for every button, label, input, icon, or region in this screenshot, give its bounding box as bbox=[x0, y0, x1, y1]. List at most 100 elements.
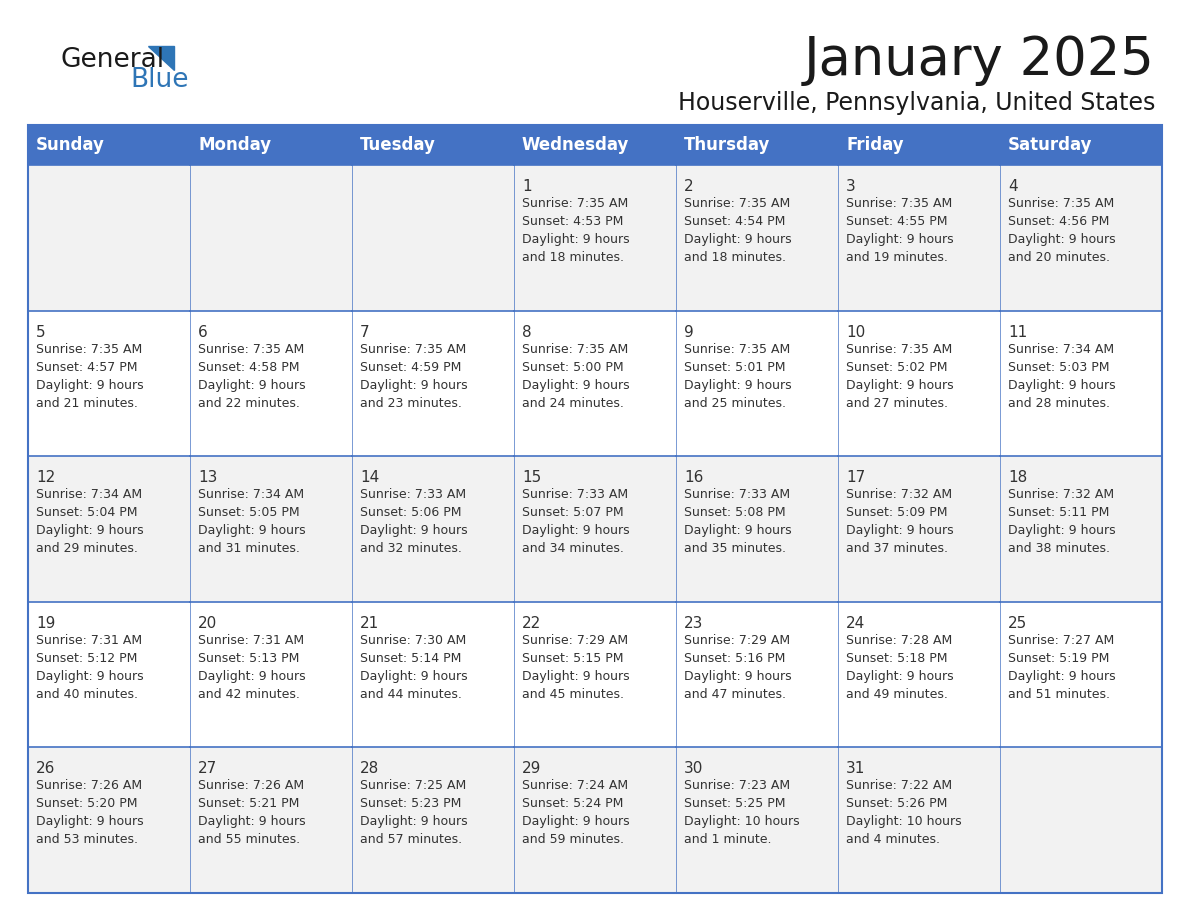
Text: and 1 minute.: and 1 minute. bbox=[684, 834, 771, 846]
Text: and 49 minutes.: and 49 minutes. bbox=[846, 688, 948, 700]
Text: Daylight: 9 hours: Daylight: 9 hours bbox=[360, 378, 468, 392]
Text: 27: 27 bbox=[198, 761, 217, 777]
Bar bbox=[514, 747, 676, 893]
Text: Sunset: 5:21 PM: Sunset: 5:21 PM bbox=[198, 798, 299, 811]
Text: Daylight: 9 hours: Daylight: 9 hours bbox=[360, 670, 468, 683]
Bar bbox=[838, 456, 1000, 602]
Text: Sunset: 5:24 PM: Sunset: 5:24 PM bbox=[522, 798, 624, 811]
Text: Tuesday: Tuesday bbox=[360, 136, 436, 154]
Text: and 34 minutes.: and 34 minutes. bbox=[522, 543, 624, 555]
Text: Daylight: 9 hours: Daylight: 9 hours bbox=[522, 815, 630, 828]
Text: and 45 minutes.: and 45 minutes. bbox=[522, 688, 624, 700]
Text: 29: 29 bbox=[522, 761, 542, 777]
Text: Sunset: 5:18 PM: Sunset: 5:18 PM bbox=[846, 652, 948, 665]
Bar bbox=[29, 310, 190, 456]
Text: and 18 minutes.: and 18 minutes. bbox=[684, 251, 786, 264]
Text: Daylight: 9 hours: Daylight: 9 hours bbox=[846, 670, 954, 683]
Bar bbox=[1000, 456, 1162, 602]
Text: Sunrise: 7:35 AM: Sunrise: 7:35 AM bbox=[36, 342, 143, 355]
Text: 6: 6 bbox=[198, 325, 208, 340]
Bar bbox=[676, 456, 838, 602]
Text: Sunrise: 7:33 AM: Sunrise: 7:33 AM bbox=[522, 488, 628, 501]
Text: Sunrise: 7:27 AM: Sunrise: 7:27 AM bbox=[1007, 633, 1114, 647]
Text: Sunset: 4:59 PM: Sunset: 4:59 PM bbox=[360, 361, 461, 374]
Text: and 29 minutes.: and 29 minutes. bbox=[36, 543, 138, 555]
Text: 5: 5 bbox=[36, 325, 45, 340]
Bar bbox=[838, 310, 1000, 456]
Text: and 47 minutes.: and 47 minutes. bbox=[684, 688, 786, 700]
Text: Sunset: 5:20 PM: Sunset: 5:20 PM bbox=[36, 798, 138, 811]
Bar bbox=[29, 602, 190, 747]
Bar bbox=[352, 165, 514, 310]
Text: Daylight: 9 hours: Daylight: 9 hours bbox=[198, 670, 305, 683]
Text: and 44 minutes.: and 44 minutes. bbox=[360, 688, 462, 700]
Text: Daylight: 9 hours: Daylight: 9 hours bbox=[1007, 378, 1116, 392]
Text: 3: 3 bbox=[846, 179, 855, 194]
Text: Daylight: 9 hours: Daylight: 9 hours bbox=[360, 815, 468, 828]
Text: Sunset: 5:04 PM: Sunset: 5:04 PM bbox=[36, 506, 138, 520]
Text: Daylight: 9 hours: Daylight: 9 hours bbox=[36, 670, 144, 683]
Text: and 37 minutes.: and 37 minutes. bbox=[846, 543, 948, 555]
Text: Sunrise: 7:34 AM: Sunrise: 7:34 AM bbox=[198, 488, 304, 501]
Polygon shape bbox=[148, 46, 173, 70]
Text: 19: 19 bbox=[36, 616, 56, 631]
Text: Sunset: 5:23 PM: Sunset: 5:23 PM bbox=[360, 798, 461, 811]
Text: and 28 minutes.: and 28 minutes. bbox=[1007, 397, 1110, 409]
Text: and 25 minutes.: and 25 minutes. bbox=[684, 397, 786, 409]
Bar bbox=[352, 456, 514, 602]
Text: Friday: Friday bbox=[846, 136, 904, 154]
Text: 9: 9 bbox=[684, 325, 694, 340]
Text: Sunset: 5:09 PM: Sunset: 5:09 PM bbox=[846, 506, 948, 520]
Text: Daylight: 10 hours: Daylight: 10 hours bbox=[684, 815, 800, 828]
Text: Sunset: 5:11 PM: Sunset: 5:11 PM bbox=[1007, 506, 1110, 520]
Text: and 23 minutes.: and 23 minutes. bbox=[360, 397, 462, 409]
Text: 4: 4 bbox=[1007, 179, 1018, 194]
Text: Daylight: 9 hours: Daylight: 9 hours bbox=[198, 524, 305, 537]
Text: Daylight: 9 hours: Daylight: 9 hours bbox=[846, 233, 954, 246]
Text: Daylight: 9 hours: Daylight: 9 hours bbox=[522, 378, 630, 392]
Text: Sunrise: 7:33 AM: Sunrise: 7:33 AM bbox=[360, 488, 466, 501]
Bar bbox=[190, 747, 352, 893]
Bar bbox=[838, 602, 1000, 747]
Text: General: General bbox=[61, 47, 164, 73]
Bar bbox=[676, 165, 838, 310]
Text: Sunrise: 7:30 AM: Sunrise: 7:30 AM bbox=[360, 633, 466, 647]
Text: and 20 minutes.: and 20 minutes. bbox=[1007, 251, 1110, 264]
Text: and 59 minutes.: and 59 minutes. bbox=[522, 834, 624, 846]
Text: and 27 minutes.: and 27 minutes. bbox=[846, 397, 948, 409]
Text: Monday: Monday bbox=[198, 136, 271, 154]
Text: and 55 minutes.: and 55 minutes. bbox=[198, 834, 301, 846]
Text: Daylight: 9 hours: Daylight: 9 hours bbox=[36, 815, 144, 828]
Text: Sunset: 4:58 PM: Sunset: 4:58 PM bbox=[198, 361, 299, 374]
Text: Sunrise: 7:23 AM: Sunrise: 7:23 AM bbox=[684, 779, 790, 792]
Text: Sunset: 5:26 PM: Sunset: 5:26 PM bbox=[846, 798, 947, 811]
Text: 13: 13 bbox=[198, 470, 217, 486]
Text: Daylight: 9 hours: Daylight: 9 hours bbox=[522, 670, 630, 683]
Text: and 35 minutes.: and 35 minutes. bbox=[684, 543, 786, 555]
Text: Daylight: 9 hours: Daylight: 9 hours bbox=[684, 378, 791, 392]
Text: Houserville, Pennsylvania, United States: Houserville, Pennsylvania, United States bbox=[677, 91, 1155, 115]
Text: 12: 12 bbox=[36, 470, 56, 486]
Text: Sunrise: 7:22 AM: Sunrise: 7:22 AM bbox=[846, 779, 952, 792]
Bar bbox=[352, 602, 514, 747]
Text: 17: 17 bbox=[846, 470, 865, 486]
Text: Sunset: 4:57 PM: Sunset: 4:57 PM bbox=[36, 361, 138, 374]
Text: 30: 30 bbox=[684, 761, 703, 777]
Bar bbox=[29, 165, 190, 310]
Text: 20: 20 bbox=[198, 616, 217, 631]
Text: Sunset: 5:02 PM: Sunset: 5:02 PM bbox=[846, 361, 948, 374]
Text: Sunset: 5:13 PM: Sunset: 5:13 PM bbox=[198, 652, 299, 665]
Text: Sunset: 5:05 PM: Sunset: 5:05 PM bbox=[198, 506, 299, 520]
Text: and 32 minutes.: and 32 minutes. bbox=[360, 543, 462, 555]
Text: Daylight: 9 hours: Daylight: 9 hours bbox=[1007, 233, 1116, 246]
Bar bbox=[676, 602, 838, 747]
Text: 15: 15 bbox=[522, 470, 542, 486]
Text: and 18 minutes.: and 18 minutes. bbox=[522, 251, 624, 264]
Text: Daylight: 9 hours: Daylight: 9 hours bbox=[522, 524, 630, 537]
Text: January 2025: January 2025 bbox=[804, 34, 1155, 86]
Text: Sunset: 5:15 PM: Sunset: 5:15 PM bbox=[522, 652, 624, 665]
Text: Sunset: 5:14 PM: Sunset: 5:14 PM bbox=[360, 652, 461, 665]
Bar bbox=[29, 125, 1162, 165]
Text: Sunrise: 7:35 AM: Sunrise: 7:35 AM bbox=[846, 342, 953, 355]
Text: and 51 minutes.: and 51 minutes. bbox=[1007, 688, 1110, 700]
